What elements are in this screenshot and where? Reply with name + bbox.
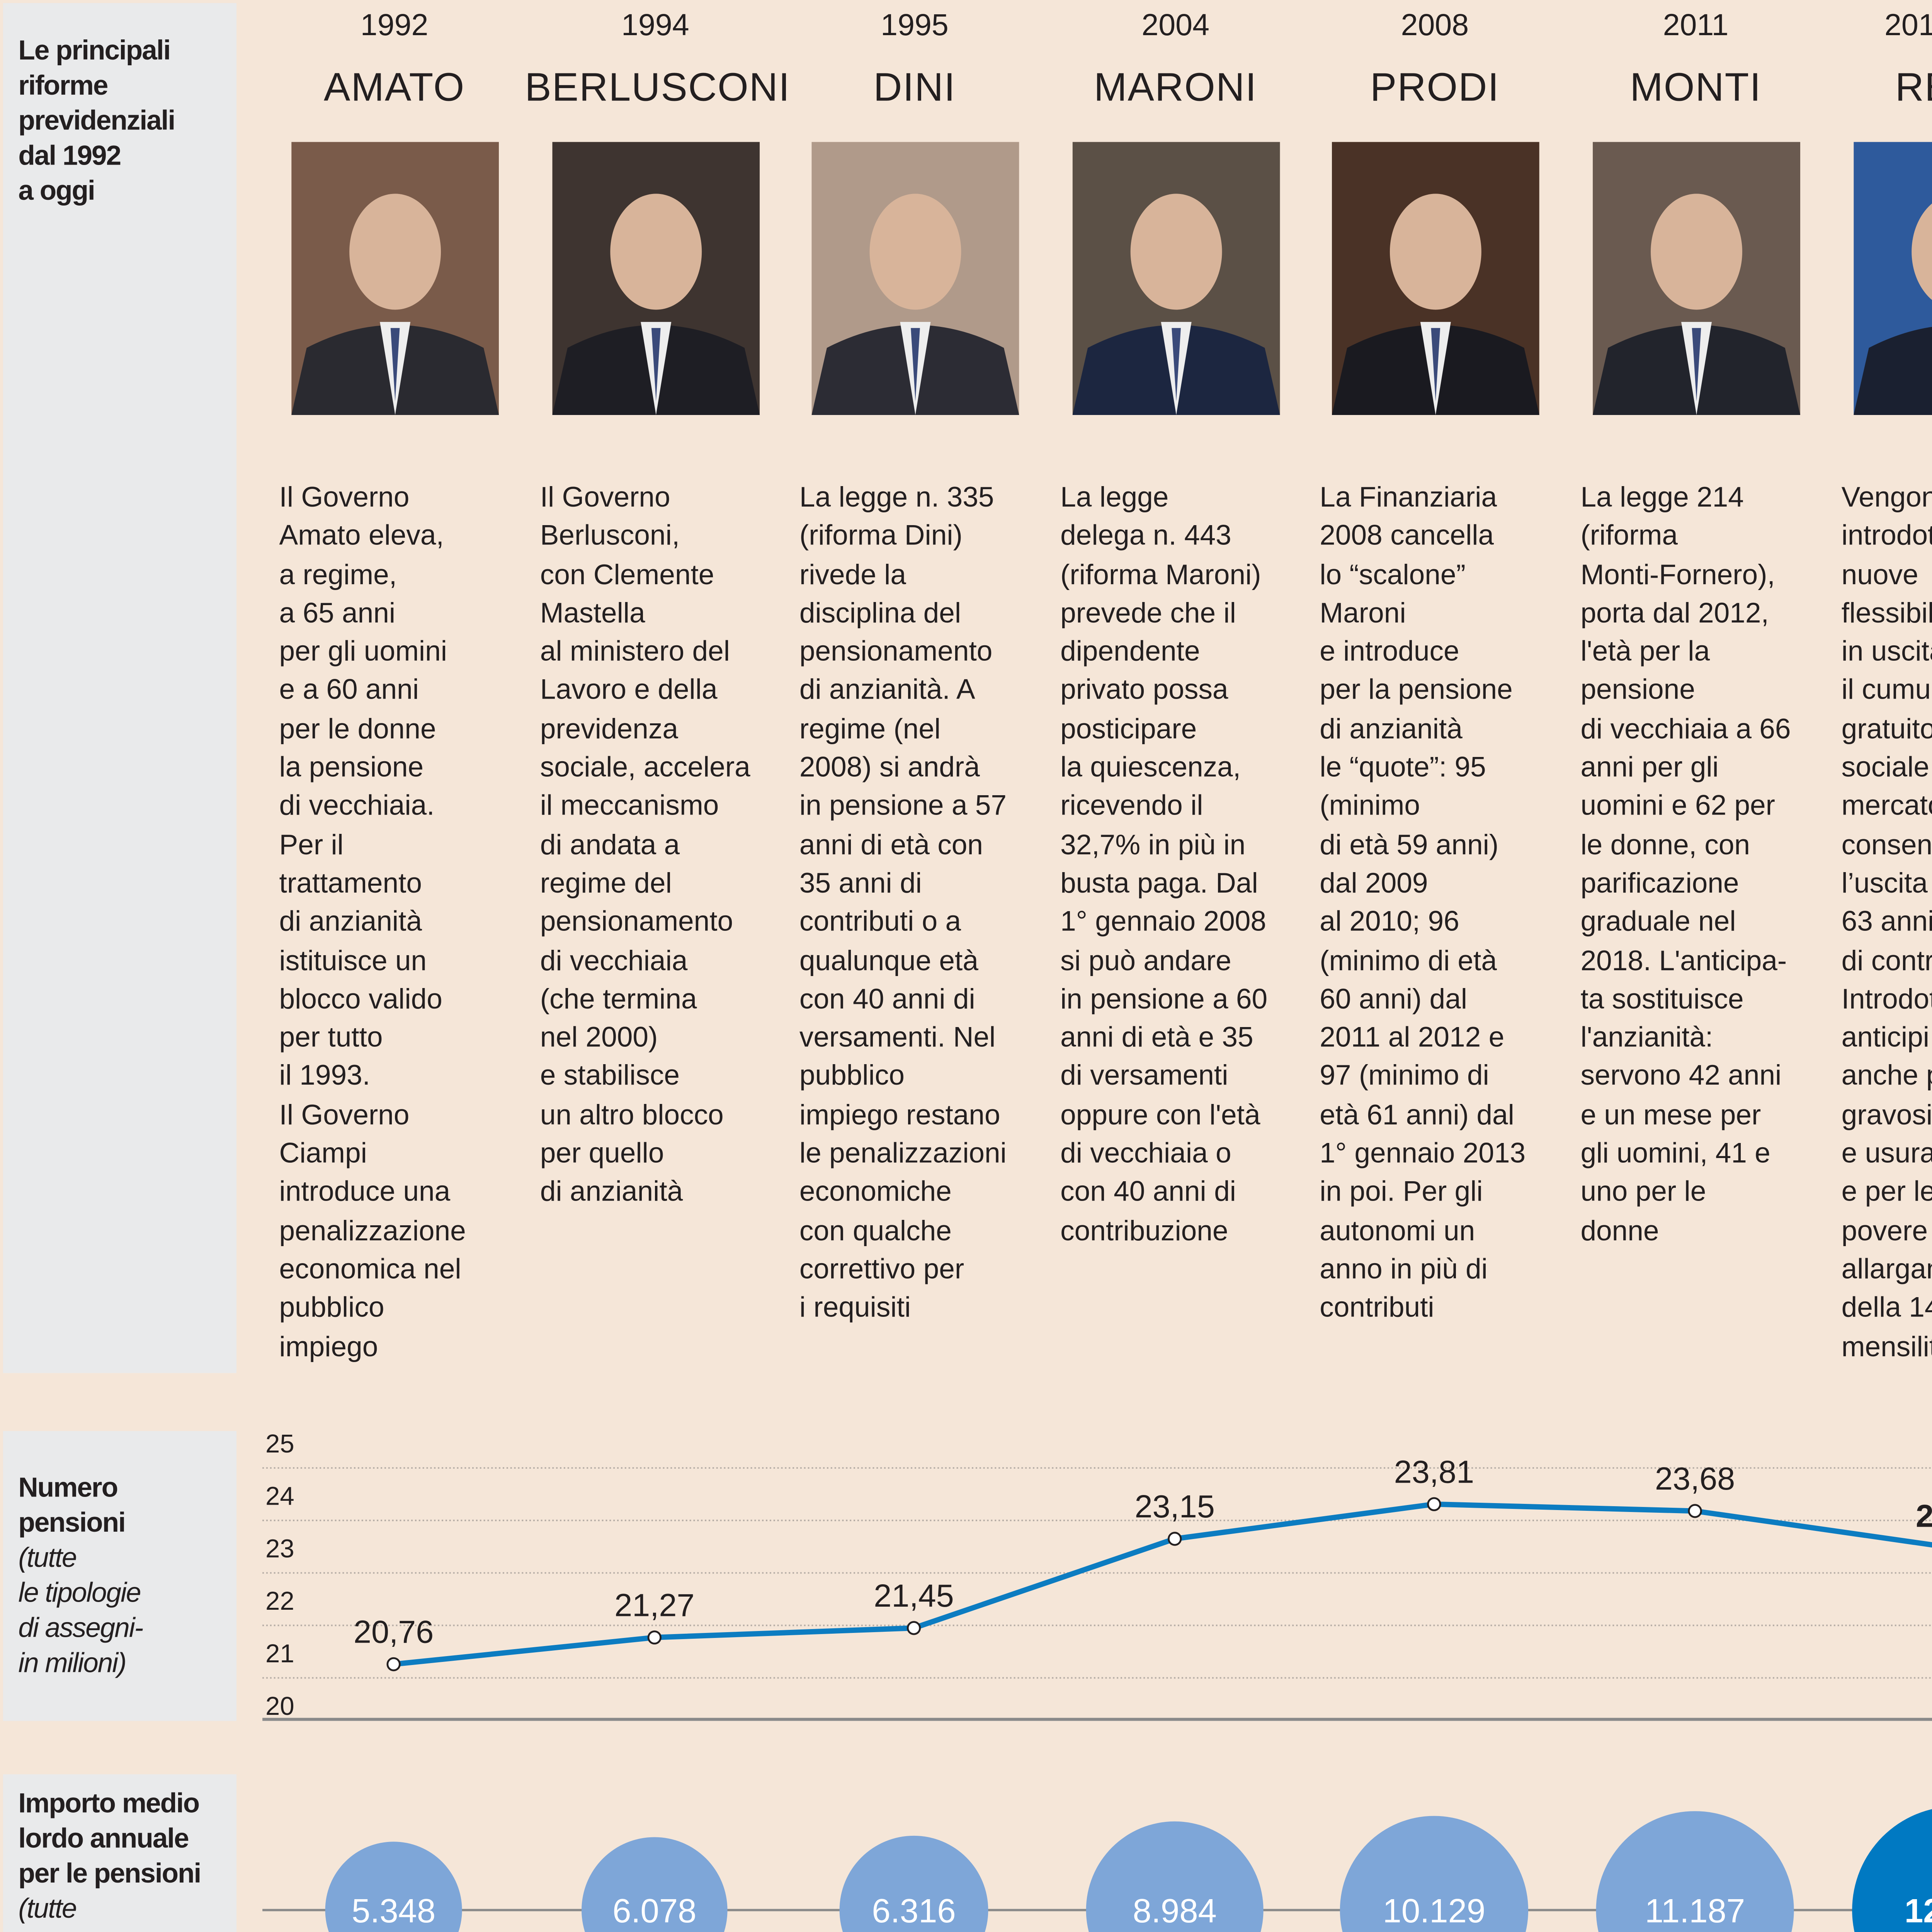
pensions-subtitle-line: (tutte (18, 1542, 77, 1573)
bubble-label: 10.129 (1383, 1892, 1486, 1930)
reforms-title-line: Le principali (18, 35, 171, 66)
data-point (1168, 1532, 1182, 1546)
reforms-sidebar: Le principali riforme previdenziali dal 199… (3, 3, 236, 1373)
pensions-subtitle-line: di assegni- (18, 1612, 143, 1643)
reform-name: PRODI (1370, 64, 1500, 110)
reform-description: La legge n. 335 (riforma Dini) rivede la… (799, 480, 1007, 1323)
bubble-label: 5.348 (352, 1892, 435, 1930)
reform-column-monti: 2011 MONTI La legge 214 (riforma Monti-For… (1565, 0, 1826, 1373)
y-tick-label: 22 (265, 1587, 294, 1616)
reforms-title-line: previdenziali (18, 105, 175, 136)
amount-subtitle-line: (tutte (18, 1893, 77, 1924)
reform-name: AMATO (323, 64, 465, 110)
data-point (1427, 1497, 1441, 1511)
data-label: 21,45 (874, 1578, 954, 1614)
reform-column-prodi: 2008 PRODI La Finanziaria 2008 cancella lo… (1304, 0, 1565, 1373)
value-bubble (1852, 1809, 1932, 1932)
reform-description: La Finanziaria 2008 cancella lo “scalone… (1320, 480, 1526, 1323)
reform-year: 1994 (621, 9, 689, 43)
pensions-subtitle-line: le tipologie (18, 1577, 141, 1608)
data-point (386, 1657, 401, 1672)
pensions-line-chart: 20 21 22 23 24 25 20,76 21,27 21,45 23,15 23,81 23,… (262, 1429, 1932, 1721)
reform-description: Vengono introdotte nuove flessibilità in… (1841, 480, 1932, 1362)
amount-title-line: per le pensioni (18, 1858, 201, 1889)
y-tick-label: 23 (265, 1534, 294, 1563)
pensions-subtitle-line: in milioni) (18, 1648, 126, 1679)
reforms-title-line: a oggi (18, 175, 95, 206)
reform-year: 1995 (881, 9, 949, 43)
amount-bubble-chart: 5.348 6.078 6.316 8.984 10.129 11.187 12.297 (262, 1809, 1932, 1932)
data-point (647, 1630, 662, 1645)
reform-year: 2011 (1663, 9, 1729, 43)
reform-name: MONTI (1630, 64, 1762, 110)
reform-year: 2008 (1401, 9, 1469, 43)
reform-description: Il Governo Amato eleva, a regime, a 65 a… (279, 480, 466, 1362)
reform-description: Il Governo Berlusconi, con Clemente Mast… (540, 480, 750, 1208)
value-bubble (1086, 1821, 1264, 1932)
portrait-photo (1854, 142, 1932, 415)
y-tick-label: 24 (265, 1482, 294, 1511)
reform-year: 2016/2017 (1884, 9, 1932, 43)
reform-name: BERLUSCONI (525, 64, 791, 110)
value-bubble (839, 1835, 988, 1932)
data-point (1688, 1504, 1702, 1518)
bubble-label: 6.078 (612, 1892, 696, 1930)
amount-sidebar: Importo medio lordo annuale per le pension… (3, 1774, 236, 1932)
reform-description: La legge delega n. 443 (riforma Maroni) … (1060, 480, 1268, 1246)
data-label: 23,15 (1134, 1488, 1214, 1524)
amount-title: Importo medio lordo annuale per le pension… (18, 1786, 201, 1932)
y-tick-label: 25 (265, 1429, 294, 1458)
reform-column-dini: 1995 DINI La legge n. 335 (riforma Dini) r… (784, 0, 1045, 1373)
data-label: 23,81 (1394, 1454, 1474, 1490)
reform-year: 1992 (360, 9, 429, 43)
reform-name: MARONI (1094, 64, 1257, 110)
data-label: 21,27 (614, 1587, 694, 1623)
reform-name: RENZI (1895, 64, 1932, 110)
reforms-title-line: dal 1992 (18, 140, 121, 171)
bubble-label: 12.297 (1905, 1892, 1932, 1930)
portrait-photo (1593, 142, 1800, 415)
bubble-label: 11.187 (1645, 1892, 1745, 1930)
portrait-photo (811, 142, 1019, 415)
value-bubble (1596, 1811, 1794, 1932)
reform-name: DINI (873, 64, 956, 110)
bubble-label: 8.984 (1133, 1892, 1217, 1930)
amount-title-line: lordo annuale (18, 1823, 189, 1854)
reform-year: 2004 (1141, 9, 1210, 43)
amount-subtitle-line: le tipologie (18, 1927, 201, 1932)
value-bubble (582, 1837, 728, 1932)
reforms-title: Le principali riforme previdenziali dal 199… (18, 34, 175, 209)
reform-column-amato: 1992 AMATO Il Governo Amato eleva, a regim… (264, 0, 525, 1373)
bubble-label: 6.316 (872, 1892, 956, 1930)
reform-column-renzi: 2016/2017 RENZI Vengono introdotte nuove f… (1826, 0, 1932, 1373)
portrait-photo (1072, 142, 1280, 415)
data-label: 20,76 (354, 1614, 434, 1650)
pensions-sidebar: Numero pensioni (tutte le tipologie di asseg… (3, 1431, 236, 1721)
value-bubble (1340, 1816, 1528, 1932)
pensions-title-line: pensioni (18, 1507, 126, 1538)
portrait-photo (1332, 142, 1539, 415)
y-tick-label: 20 (265, 1692, 294, 1721)
amount-title-line: Importo medio (18, 1788, 200, 1819)
reform-column-berlusconi: 1994 BERLUSCONI Il Governo Berlusconi, con… (525, 0, 791, 1373)
series-line (393, 1501, 1932, 1667)
data-label: 22,97 (1916, 1498, 1932, 1534)
pensions-title-line: Numero (18, 1472, 118, 1503)
portrait-photo (291, 142, 499, 415)
portrait-photo (552, 142, 760, 415)
y-tick-label: 21 (265, 1639, 294, 1668)
pensions-title: Numero pensioni (tutte le tipologie di asseg… (18, 1471, 143, 1681)
reforms-title-line: riforme (18, 70, 108, 101)
data-label: 23,68 (1655, 1461, 1735, 1497)
reform-description: La legge 214 (riforma Monti-Fornero), po… (1580, 480, 1791, 1246)
value-bubble (325, 1842, 462, 1932)
data-point (906, 1621, 921, 1635)
reform-column-maroni: 2004 MARONI La legge delega n. 443 (riform… (1045, 0, 1306, 1373)
